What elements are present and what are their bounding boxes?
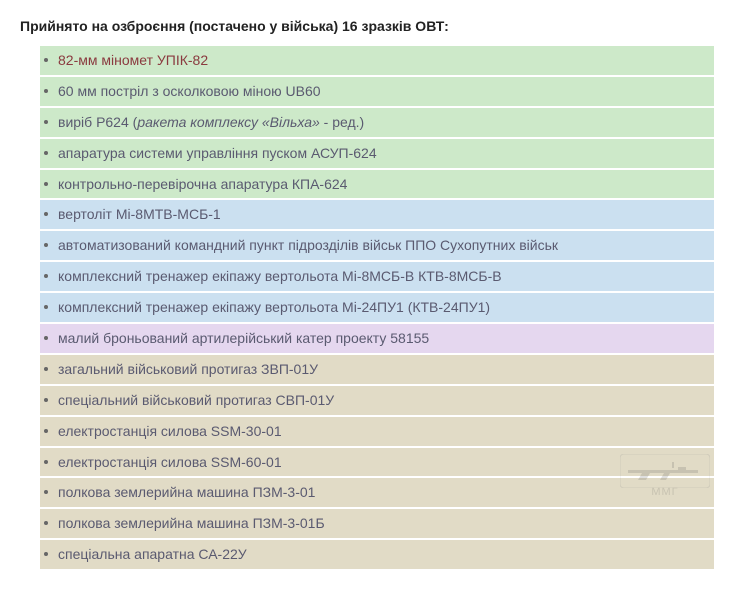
list-item: контрольно-перевірочна апаратура КПА-624 bbox=[40, 170, 714, 199]
list-item-text: полкова землерийна машина ПЗМ-3-01 bbox=[58, 484, 315, 500]
list-item: вертоліт Мі-8МТВ-МСБ-1 bbox=[40, 200, 714, 229]
list-item-text: полкова землерийна машина ПЗМ-3-01Б bbox=[58, 515, 325, 531]
list-item: спеціальна апаратна СА-22У bbox=[40, 540, 714, 569]
list-item: комплексний тренажер екіпажу вертольота … bbox=[40, 262, 714, 291]
list-item: виріб Р624 (ракета комплексу «Вільха» - … bbox=[40, 108, 714, 137]
list-item: полкова землерийна машина ПЗМ-3-01Б bbox=[40, 509, 714, 538]
list-item-text: комплексний тренажер екіпажу вертольота … bbox=[58, 268, 502, 284]
list-item-text: електростанція силова SSM-60-01 bbox=[58, 454, 282, 470]
equipment-list: 82-мм міномет УПІК-82 60 мм постріл з оск… bbox=[20, 46, 714, 569]
list-item: малий броньований артилерійський катер п… bbox=[40, 324, 714, 353]
page-title: Прийнято на озброєння (постачено у війсь… bbox=[20, 18, 714, 34]
list-item-text: електростанція силова SSM-30-01 bbox=[58, 423, 282, 439]
list-item-text: контрольно-перевірочна апаратура КПА-624 bbox=[58, 176, 347, 192]
list-item-text: спеціальна апаратна СА-22У bbox=[58, 546, 247, 562]
list-item-note-italic: ракета комплексу «Вільха» bbox=[137, 114, 319, 130]
list-item: полкова землерийна машина ПЗМ-3-01 bbox=[40, 478, 714, 507]
list-item-note-tail: - ред.) bbox=[320, 114, 364, 130]
list-item-text: виріб Р624 ( bbox=[58, 114, 137, 130]
list-item-text: малий броньований артилерійський катер п… bbox=[58, 330, 429, 346]
list-item-text: вертоліт Мі-8МТВ-МСБ-1 bbox=[58, 206, 221, 222]
list-item: електростанція силова SSM-30-01 bbox=[40, 417, 714, 446]
list-item-text: спеціальний військовий протигаз СВП-01У bbox=[58, 392, 334, 408]
list-item-text: загальний військовий протигаз ЗВП-01У bbox=[58, 361, 318, 377]
list-item-text: комплексний тренажер екіпажу вертольота … bbox=[58, 299, 490, 315]
list-item-text[interactable]: 82-мм міномет УПІК-82 bbox=[58, 52, 208, 68]
list-item: автоматизований командний пункт підрозді… bbox=[40, 231, 714, 260]
list-item: апаратура системи управління пуском АСУП… bbox=[40, 139, 714, 168]
list-item-text: апаратура системи управління пуском АСУП… bbox=[58, 145, 377, 161]
list-item: 60 мм постріл з осколковою міною UB60 bbox=[40, 77, 714, 106]
list-item-text: автоматизований командний пункт підрозді… bbox=[58, 237, 558, 253]
list-item: загальний військовий протигаз ЗВП-01У bbox=[40, 355, 714, 384]
list-item: комплексний тренажер екіпажу вертольота … bbox=[40, 293, 714, 322]
list-item: електростанція силова SSM-60-01 bbox=[40, 448, 714, 477]
list-item-text: 60 мм постріл з осколковою міною UB60 bbox=[58, 83, 321, 99]
list-item: 82-мм міномет УПІК-82 bbox=[40, 46, 714, 75]
list-item: спеціальний військовий протигаз СВП-01У bbox=[40, 386, 714, 415]
